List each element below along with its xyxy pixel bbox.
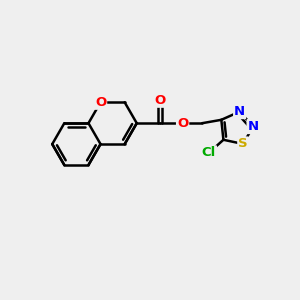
Text: N: N xyxy=(248,120,259,133)
Text: Cl: Cl xyxy=(202,146,216,159)
Text: O: O xyxy=(154,94,165,107)
Text: N: N xyxy=(234,105,245,118)
Text: O: O xyxy=(177,117,188,130)
Text: O: O xyxy=(95,96,106,109)
Text: S: S xyxy=(238,137,248,151)
